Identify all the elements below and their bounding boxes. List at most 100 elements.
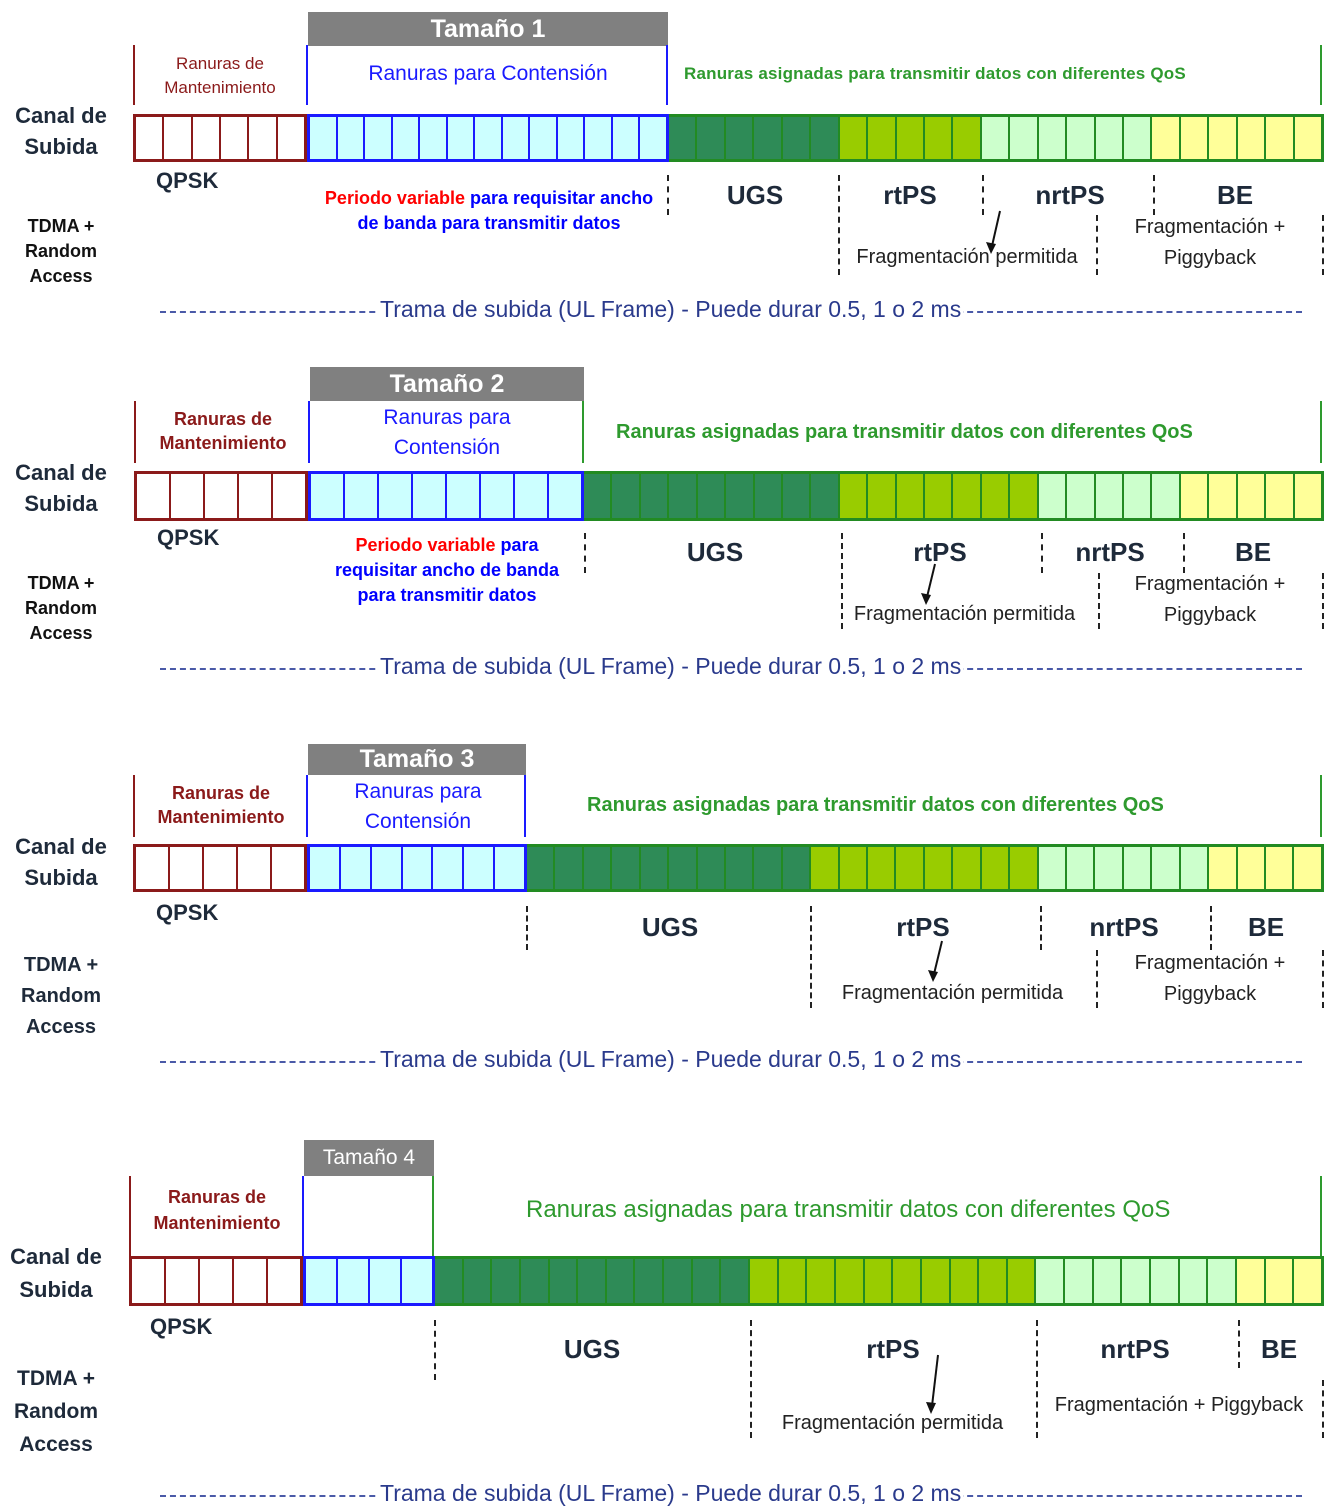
divider-frag (1096, 950, 1098, 1008)
service-ugs: UGS (641, 912, 699, 942)
period-note: Periodo variable para requisitar ancho d… (322, 533, 572, 608)
contention-slots (308, 471, 584, 521)
period-note: Periodo variable para requisitar ancho d… (322, 186, 656, 236)
contention-left-line (306, 775, 308, 837)
service-rtps: rtPS (866, 1334, 920, 1364)
qos-label: Ranuras asignadas para transmitir datos … (684, 64, 1186, 83)
contention-label: Ranuras para Contensión (354, 780, 482, 833)
slot-bar (129, 1256, 1324, 1306)
qos-right-line (1320, 401, 1322, 463)
divider-frag (1098, 573, 1100, 629)
channel-label: Canal de Subida (15, 460, 107, 516)
contention-right-line (666, 45, 668, 105)
maintenance-label: Ranuras de Mantenimiento (159, 409, 287, 453)
service-rtps: rtPS (896, 912, 950, 942)
arrow-icon (926, 1354, 939, 1414)
contention-left-line (306, 45, 308, 105)
service-nrtps: nrtPS (1075, 537, 1145, 567)
size-label: Tamaño 4 (304, 1140, 434, 1176)
channel-label: Canal de Subida (10, 1244, 102, 1302)
divider-nrtps-be (1183, 533, 1185, 573)
arrow-icon (986, 210, 1001, 254)
service-rtps: rtPS (883, 180, 937, 210)
modulation-label: QPSK (156, 168, 219, 193)
qos-right-line (1320, 775, 1322, 837)
frag-piggy-label: Fragmentación + Piggyback (1134, 216, 1286, 269)
divider-contention (584, 533, 586, 573)
qos-label: Ranuras asignadas para transmitir datos … (587, 794, 1164, 816)
contention-label: Ranuras para Contensión (383, 406, 511, 459)
size-label: Tamaño 1 (308, 12, 668, 46)
divider-rtps-nrtps (1041, 533, 1043, 573)
frame-label: Trama de subida (UL Frame) - Puede durar… (378, 1480, 964, 1507)
modulation-label: QPSK (157, 525, 220, 550)
modulation-label: QPSK (150, 1314, 213, 1339)
qos-label: Ranuras asignadas para transmitir datos … (616, 421, 1193, 443)
channel-label: Canal de Subida (15, 834, 107, 890)
service-rtps: rtPS (913, 537, 967, 567)
frag-allowed-label: Fragmentación permitida (856, 246, 1078, 268)
channel-label: Canal de Subida (15, 103, 107, 159)
divider-nrtps-be (1153, 175, 1155, 215)
divider-rtps-nrtps (982, 175, 984, 215)
period-blue: para requisitar ancho de banda para tran… (334, 535, 560, 605)
period-red: Periodo variable (355, 535, 496, 555)
access-label: TDMA + Random Access (14, 1367, 98, 1456)
maintenance-left-line (129, 1176, 131, 1256)
service-ugs: UGS (686, 537, 744, 567)
divider-contention (526, 906, 528, 950)
maintenance-label: Ranuras de Mantenimiento (164, 54, 276, 97)
qos-right-line (1320, 1176, 1322, 1256)
qos-slots (584, 471, 1324, 521)
maintenance-left-line (133, 775, 135, 837)
qos-label: Ranuras asignadas para transmitir datos … (526, 1196, 1171, 1223)
divider-rtps-nrtps (1040, 906, 1042, 950)
divider-ugs-rtps (810, 906, 812, 1008)
panel-size-1: Tamaño 1 Ranuras de Mantenimiento Ranura… (0, 0, 1324, 340)
qos-slots (669, 114, 1324, 162)
frag-piggy-label: Fragmentación + Piggyback (1134, 952, 1286, 1005)
period-blue: para requisitar ancho de banda para tran… (357, 188, 654, 233)
slot-bar (133, 844, 1324, 892)
divider-contention (434, 1320, 436, 1380)
slot-bar (133, 114, 1324, 162)
frame-label: Trama de subida (UL Frame) - Puede durar… (378, 296, 964, 323)
service-be: BE (1260, 1334, 1298, 1364)
modulation-label: QPSK (156, 900, 219, 925)
period-red: Periodo variable (324, 188, 465, 208)
contention-left-line (302, 1176, 304, 1256)
panel-size-3: Tamaño 3 Ranuras de Mantenimiento Ranura… (0, 744, 1324, 1084)
divider-contention (667, 175, 669, 215)
maintenance-slots (129, 1256, 303, 1306)
maintenance-slots (133, 844, 307, 892)
arrow-icon (928, 940, 943, 982)
divider-ugs-rtps (750, 1320, 752, 1438)
service-be: BE (1216, 180, 1254, 210)
divider-nrtps-be (1238, 1320, 1240, 1368)
frag-piggy-label: Fragmentación + Piggyback (1134, 573, 1286, 626)
frame-label: Trama de subida (UL Frame) - Puede durar… (378, 1046, 964, 1073)
contention-right-line (432, 1176, 434, 1256)
arrow-icon (921, 563, 936, 605)
divider-right (1322, 1380, 1324, 1438)
qos-slots (435, 1256, 1324, 1306)
access-label: TDMA + Random Access (21, 954, 101, 1038)
frag-piggy-label: Fragmentación + Piggyback (1054, 1394, 1304, 1416)
contention-slots (307, 844, 527, 892)
maintenance-label: Ranuras de Mantenimiento (157, 783, 285, 827)
maintenance-left-line (134, 401, 136, 463)
access-label: TDMA + Random Access (25, 573, 97, 643)
divider-ugs-rtps (841, 533, 843, 629)
contention-right-line (524, 775, 526, 837)
panel-size-4: Tamaño 4 Ranuras de Mantenimiento Ranura… (0, 1140, 1324, 1508)
divider-right (1322, 950, 1324, 1008)
divider-nrtps-be (1210, 906, 1212, 950)
contention-left-line (308, 401, 310, 463)
access-label: TDMA + Random Access (25, 216, 97, 286)
frag-allowed-label: Fragmentación permitida (853, 603, 1076, 625)
service-nrtps: nrtPS (1100, 1334, 1170, 1364)
service-nrtps: nrtPS (1035, 180, 1105, 210)
panel-size-2: Tamaño 2 Ranuras de Mantenimiento Ranura… (0, 367, 1324, 707)
frame-line: Trama de subida (UL Frame) - Puede durar… (160, 1480, 1302, 1508)
size-label: Tamaño 2 (310, 367, 584, 401)
